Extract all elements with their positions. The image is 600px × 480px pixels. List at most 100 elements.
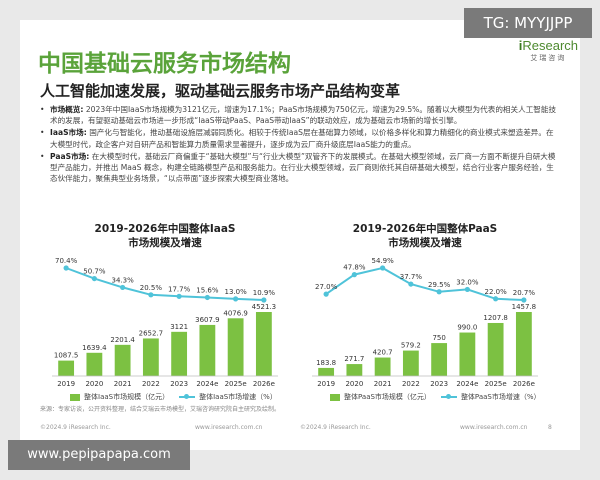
iaas-growth-point xyxy=(120,284,126,291)
iaas-chart-title-line2: 市场规模及增速 xyxy=(128,237,202,249)
iaas-x-tick-label: 2026e xyxy=(253,380,275,388)
paas-growth-point xyxy=(351,272,357,278)
bullet-market-overview: 市场概览: 2023年中国IaaS市场规模为3121亿元，增速为17.1%；Pa… xyxy=(40,104,560,126)
iaas-growth-point xyxy=(148,292,154,298)
paas-bar xyxy=(487,322,504,376)
iaas-growth-rate-label: 70.4% xyxy=(55,257,78,265)
iaas-bar xyxy=(255,312,272,376)
iresearch-logo: iResearch 艾瑞咨询 xyxy=(518,38,578,62)
page-subtitle: 人工智能加速发展，驱动基础云服务市场产品结构变革 xyxy=(40,82,401,100)
paas-growth-rate-label: 54.9% xyxy=(372,257,395,265)
paas-growth-point xyxy=(408,281,414,287)
paas-chart-plot: 183.8 2019 271.7 2020 420.7 2021 579.2 2022 750 2… xyxy=(312,257,538,388)
paas-growth-rate-label: 29.5% xyxy=(428,281,451,289)
paas-bar xyxy=(459,332,476,376)
iaas-bar-value-label: 2201.4 xyxy=(110,336,135,344)
paas-bar-value-label: 990.0 xyxy=(457,324,477,332)
paas-x-tick-label: 2023 xyxy=(430,380,448,388)
paas-bar-value-label: 183.8 xyxy=(316,359,336,367)
paas-bar xyxy=(318,367,335,376)
iaas-x-tick-label: 2019 xyxy=(57,380,75,388)
paas-growth-point xyxy=(380,265,386,271)
iaas-bar-value-label: 2652.7 xyxy=(139,329,164,337)
paas-bar xyxy=(431,343,448,376)
paas-growth-rate-label: 47.8% xyxy=(343,264,366,272)
paas-growth-point xyxy=(436,289,442,295)
paas-bar xyxy=(515,312,532,376)
paas-x-tick-label: 2025e xyxy=(485,380,507,388)
iaas-growth-rate-label: 50.7% xyxy=(83,268,106,276)
paas-x-tick-label: 2019 xyxy=(317,380,335,388)
iaas-bar xyxy=(142,338,159,376)
footer-copyright-right: ©2024.9 iResearch Inc. xyxy=(300,424,371,431)
iaas-growth-point xyxy=(261,297,267,303)
iaas-legend-line-swatch xyxy=(179,394,196,399)
paas-growth-point xyxy=(521,297,527,303)
iaas-growth-rate-label: 15.6% xyxy=(196,286,219,294)
iaas-chart-plot: 1087.5 2019 1639.4 2020 2201.4 2021 2652.7 2022… xyxy=(52,257,278,388)
paas-growth-point xyxy=(493,296,499,302)
iaas-x-tick-label: 2023 xyxy=(170,380,188,388)
bullet-iaas-market: IaaS市场: 国产化与智能化，推动基础设施层减弱同质化。相较于传统IaaS层在… xyxy=(40,127,560,149)
iaas-growth-point xyxy=(63,265,69,271)
iaas-x-tick-label: 2025e xyxy=(225,380,247,388)
paas-x-tick-label: 2022 xyxy=(402,380,420,388)
page-title: 中国基础云服务市场结构 xyxy=(38,51,291,77)
iaas-legend: 整体IaaS市场规模（亿元） 整体IaaS市场增速（%） xyxy=(70,392,277,402)
paas-legend-bar-swatch xyxy=(330,393,340,401)
paas-bar-value-label: 750 xyxy=(432,334,445,342)
paas-bar-value-label: 420.7 xyxy=(373,349,393,357)
iaas-chart: 2019-2026年中国整体IaaS 市场规模及增速 xyxy=(40,222,290,250)
iaas-growth-rate-label: 17.7% xyxy=(168,285,191,293)
iaas-bar-value-label: 3607.9 xyxy=(195,316,220,324)
paas-x-tick-label: 2020 xyxy=(345,380,363,388)
iaas-bar xyxy=(114,344,131,376)
iaas-growth-point xyxy=(176,293,182,299)
paas-growth-rate-label: 27.0% xyxy=(315,283,338,291)
paas-legend-line-label: 整体PaaS市场增速（%） xyxy=(460,393,541,401)
iaas-chart-title: 2019-2026年中国整体IaaS xyxy=(94,223,236,235)
iaas-bar xyxy=(171,331,188,376)
paas-growth-rate-label: 37.7% xyxy=(400,273,423,281)
paas-growth-rate-label: 22.0% xyxy=(485,288,508,296)
paas-bar-value-label: 1457.8 xyxy=(512,303,537,311)
iaas-growth-rate-label: 10.9% xyxy=(253,289,276,297)
paas-growth-line xyxy=(325,266,524,301)
paas-bar-value-label: 1207.8 xyxy=(483,314,508,322)
footer-url-right: www.iresearch.com.cn xyxy=(460,424,528,431)
paas-bar xyxy=(402,350,419,376)
iaas-bar xyxy=(86,352,103,376)
iaas-growth-rate-label: 20.5% xyxy=(140,284,163,292)
bullet-paas-market: PaaS市场: 在大模型时代，基础云厂商偏重于“基础大模型”与“行业大模型”双管… xyxy=(40,151,560,185)
paas-chart: 2019-2026年中国整体PaaS 市场规模及增速 xyxy=(300,222,550,250)
bullet-list: 市场概览: 2023年中国IaaS市场规模为3121亿元，增速为17.1%；Pa… xyxy=(40,104,560,185)
iaas-x-tick-label: 2020 xyxy=(85,380,103,388)
iaas-bar-value-label: 4076.9 xyxy=(223,309,248,317)
source-note: 来源：专家访谈，公开资料整理，结合艾瑞云市场模型，艾瑞咨询研究院自主研究及绘制。 xyxy=(40,406,281,413)
paas-x-tick-label: 2026e xyxy=(513,380,535,388)
iaas-growth-point xyxy=(91,275,97,282)
iaas-bar-value-label: 1639.4 xyxy=(82,344,107,352)
watermark-top: TG: MYYJJPP xyxy=(464,8,592,38)
page-number: 8 xyxy=(548,424,552,431)
iaas-x-tick-label: 2024e xyxy=(196,380,218,388)
paas-legend-bar-label: 整体PaaS市场规模（亿元） xyxy=(344,393,431,401)
iaas-legend-line-label: 整体IaaS市场增速（%） xyxy=(199,393,277,401)
iaas-growth-point xyxy=(233,296,239,302)
paas-growth-point xyxy=(323,291,329,297)
watermark-bottom: www.pepipapapa.com xyxy=(8,440,190,470)
paas-x-tick-label: 2024e xyxy=(456,380,478,388)
paas-bar-value-label: 579.2 xyxy=(401,342,421,350)
paas-bar xyxy=(346,364,363,376)
footer-url-left: www.iresearch.com.cn xyxy=(195,424,263,431)
paas-chart-title: 2019-2026年中国整体PaaS xyxy=(352,223,498,235)
paas-legend-line-swatch xyxy=(440,394,457,399)
iaas-bar-value-label: 1087.5 xyxy=(54,352,79,360)
iaas-growth-point xyxy=(204,294,210,301)
iaas-legend-bar-label: 整体IaaS市场规模（亿元） xyxy=(84,393,170,401)
report-slide xyxy=(20,20,580,450)
paas-legend: 整体PaaS市场规模（亿元） 整体PaaS市场增速（%） xyxy=(330,392,541,402)
paas-bar xyxy=(374,357,391,376)
paas-x-tick-label: 2021 xyxy=(374,380,392,388)
iaas-bar-value-label: 3121 xyxy=(170,323,188,331)
